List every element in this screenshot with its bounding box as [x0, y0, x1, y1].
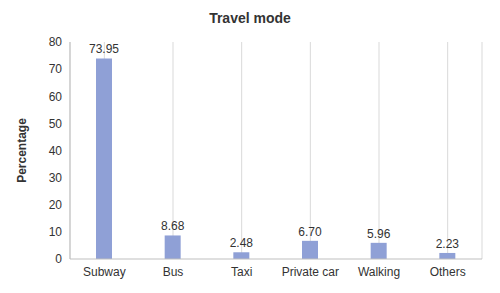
svg-text:10: 10 — [49, 225, 63, 239]
svg-text:40: 40 — [49, 144, 63, 158]
svg-text:20: 20 — [49, 198, 63, 212]
svg-text:70: 70 — [49, 62, 63, 76]
svg-text:2.23: 2.23 — [436, 237, 460, 251]
svg-text:Subway: Subway — [83, 265, 126, 279]
svg-text:2.48: 2.48 — [230, 236, 254, 250]
html-text:Travel mode: Travel mode — [209, 10, 291, 26]
svg-text:6.70: 6.70 — [298, 225, 322, 239]
svg-text:80: 80 — [49, 35, 63, 49]
svg-text:Private car: Private car — [282, 265, 339, 279]
svg-text:73.95: 73.95 — [89, 42, 119, 56]
svg-text:Percentage: Percentage — [15, 118, 29, 183]
svg-text:30: 30 — [49, 171, 63, 185]
svg-text:5.96: 5.96 — [367, 227, 391, 241]
svg-text:0: 0 — [55, 252, 62, 266]
svg-text:Walking: Walking — [358, 265, 400, 279]
svg-text:Bus: Bus — [163, 265, 184, 279]
svg-text:50: 50 — [49, 117, 63, 131]
svg-text:Others: Others — [430, 265, 466, 279]
svg-text:8.68: 8.68 — [161, 219, 185, 233]
svg-text:60: 60 — [49, 90, 63, 104]
svg-text:Taxi: Taxi — [231, 265, 252, 279]
